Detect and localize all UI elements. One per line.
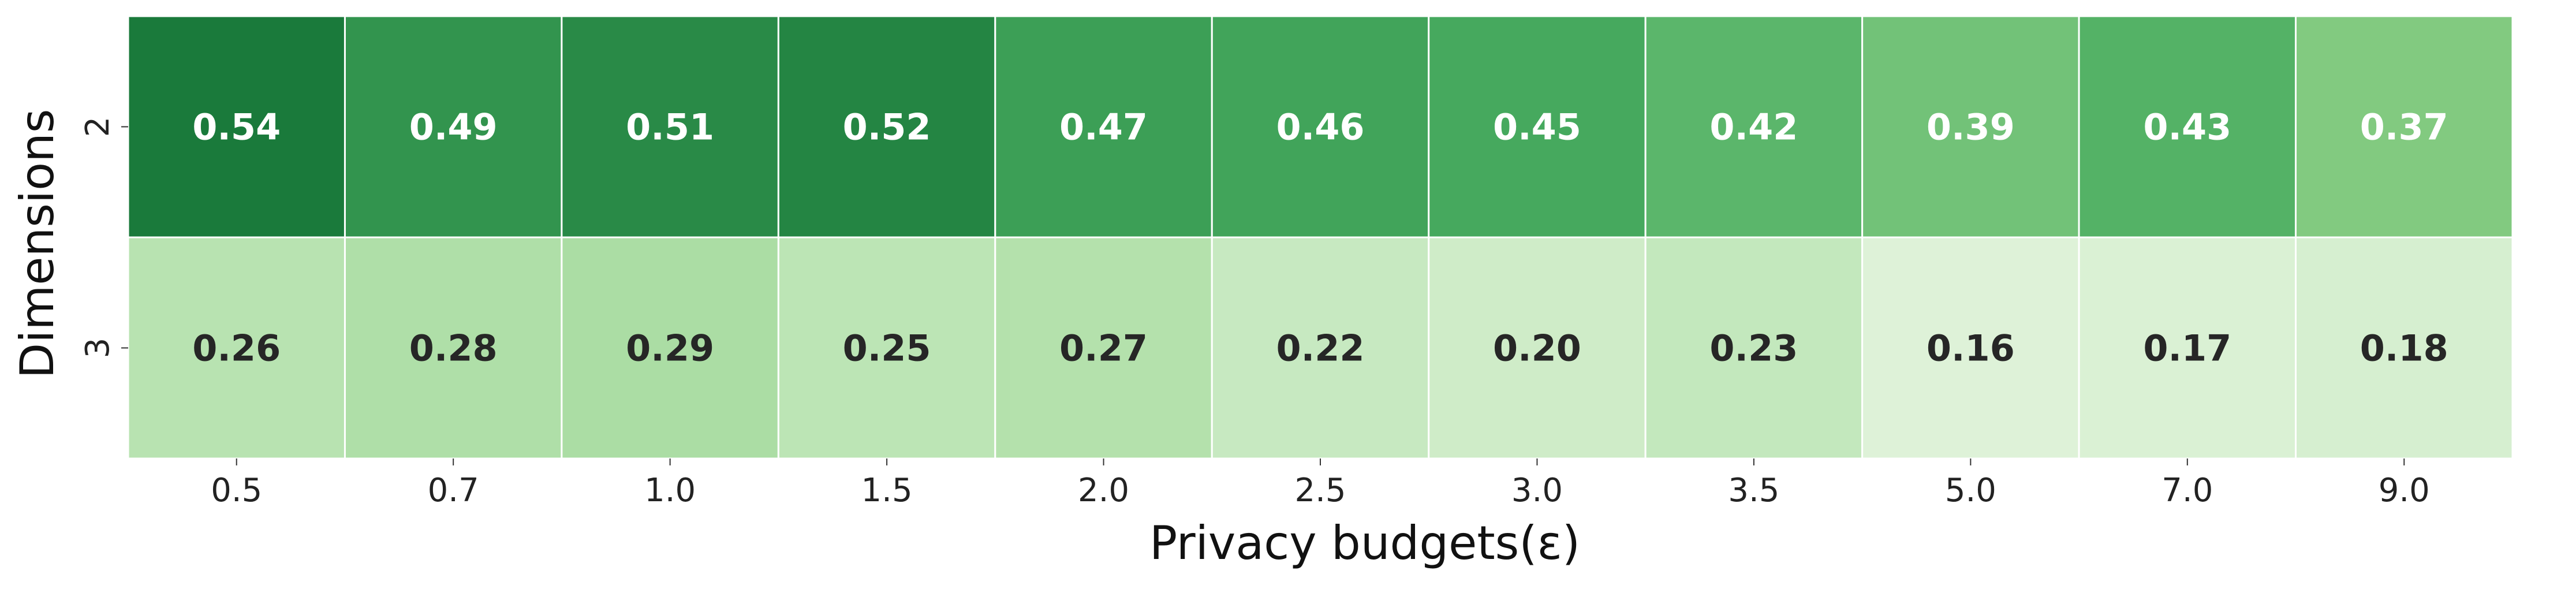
x-tick-label-8: 5.0 <box>1945 472 1996 509</box>
heatmap-cell-value-r0-c9: 0.43 <box>2143 106 2231 148</box>
heatmap-cell-value-r0-c10: 0.37 <box>2360 106 2448 148</box>
x-tick-label-1: 0.7 <box>428 472 479 509</box>
heatmap-cell-value-r0-c2: 0.51 <box>626 106 714 148</box>
x-axis-ticks: 0.5 0.7 1.0 1.5 2.0 2.5 3.0 3.5 5.0 7.0 9.0 <box>211 458 2430 509</box>
x-tick-label-4: 2.0 <box>1078 472 1129 509</box>
x-tick-label-0: 0.5 <box>211 472 262 509</box>
heatmap-cell-value-r0-c0: 0.54 <box>192 106 281 148</box>
x-tick-label-7: 3.5 <box>1728 472 1779 509</box>
heatmap-cell-value-r0-c1: 0.49 <box>409 106 498 148</box>
heatmap-cell-value-r0-c6: 0.45 <box>1493 106 1581 148</box>
heatmap-cell-value-r1-c3: 0.25 <box>843 327 931 370</box>
y-axis-label: Dimensions <box>10 109 64 379</box>
heatmap-cell-value-r1-c4: 0.27 <box>1059 327 1148 370</box>
x-tick-label-6: 3.0 <box>1511 472 1563 509</box>
heatmap-cell-value-r1-c0: 0.26 <box>192 327 281 370</box>
x-axis-label: Privacy budgets(ε) <box>1149 516 1580 570</box>
heatmap-cell-value-r0-c8: 0.39 <box>1927 106 2015 148</box>
heatmap-cell-value-r1-c10: 0.18 <box>2360 327 2448 370</box>
heatmap-cell-value-r1-c1: 0.28 <box>409 327 498 370</box>
heatmap-cells: 0.54 0.49 0.51 0.52 0.47 0.46 0.45 0.42 0.39 0.43… <box>128 16 2512 458</box>
heatmap-cell-value-r1-c6: 0.20 <box>1493 327 1581 370</box>
x-tick-label-3: 1.5 <box>861 472 913 509</box>
y-tick-label-0: 2 <box>79 117 117 137</box>
heatmap-cell-value-r1-c8: 0.16 <box>1927 327 2015 370</box>
x-tick-label-10: 9.0 <box>2379 472 2430 509</box>
x-tick-label-9: 7.0 <box>2161 472 2213 509</box>
heatmap-cell-value-r0-c5: 0.46 <box>1276 106 1365 148</box>
heatmap-cell-value-r1-c5: 0.22 <box>1276 327 1365 370</box>
heatmap-cell-value-r0-c3: 0.52 <box>843 106 931 148</box>
heatmap-cell-value-r1-c2: 0.29 <box>626 327 714 370</box>
heatmap-cell-value-r0-c7: 0.42 <box>1709 106 1798 148</box>
y-axis-ticks: 23 <box>79 117 128 359</box>
heatmap-cell-value-r1-c9: 0.17 <box>2143 327 2231 370</box>
x-tick-label-2: 1.0 <box>644 472 696 509</box>
heatmap-cell-value-r1-c7: 0.23 <box>1709 327 1798 370</box>
y-tick-label-1: 3 <box>79 338 117 359</box>
heatmap-cell-value-r0-c4: 0.47 <box>1059 106 1148 148</box>
x-tick-label-5: 2.5 <box>1294 472 1346 509</box>
